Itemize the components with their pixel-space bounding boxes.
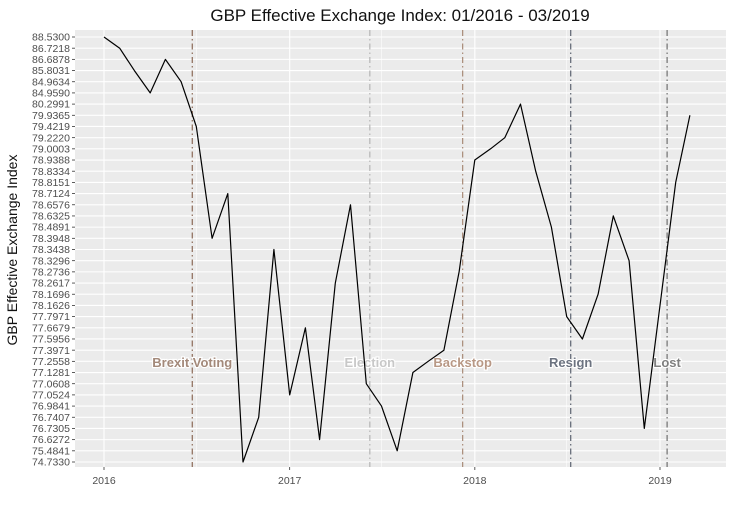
y-tick-label: 79.4219 xyxy=(32,121,70,133)
y-tick-label: 78.4891 xyxy=(32,222,70,234)
y-axis-ticks: 74.733075.484176.627276.730576.740776.98… xyxy=(32,32,75,469)
y-tick-label: 84.9590 xyxy=(32,88,70,100)
y-tick-label: 79.9365 xyxy=(32,110,70,122)
y-tick-label: 76.7305 xyxy=(32,423,70,435)
event-label: Resign xyxy=(549,355,592,370)
y-tick-label: 78.7124 xyxy=(32,188,70,200)
y-tick-label: 77.3971 xyxy=(32,345,70,357)
y-tick-label: 78.8334 xyxy=(32,166,70,178)
chart-title: GBP Effective Exchange Index: 01/2016 - … xyxy=(210,6,589,25)
y-tick-label: 84.9634 xyxy=(32,76,70,88)
x-tick-label: 2016 xyxy=(92,475,116,487)
y-tick-label: 78.8151 xyxy=(32,177,70,189)
y-tick-label: 79.2220 xyxy=(32,132,70,144)
y-tick-label: 77.6679 xyxy=(32,322,70,334)
y-tick-label: 78.3296 xyxy=(32,255,70,267)
y-tick-label: 76.9841 xyxy=(32,401,70,413)
y-tick-label: 78.9388 xyxy=(32,155,70,167)
y-tick-label: 80.2991 xyxy=(32,99,70,111)
x-tick-label: 2019 xyxy=(648,475,672,487)
y-tick-label: 75.4841 xyxy=(32,445,70,457)
event-label: Lost xyxy=(653,355,681,370)
y-tick-label: 77.2558 xyxy=(32,356,70,368)
event-label: Brexit Voting xyxy=(152,355,232,370)
y-axis-label: GBP Effective Exchange Index xyxy=(4,155,20,346)
y-tick-label: 76.7407 xyxy=(32,412,70,424)
event-label: Election xyxy=(345,355,396,370)
plot-panel xyxy=(75,30,726,467)
y-tick-label: 86.6878 xyxy=(32,54,70,66)
y-tick-label: 77.7971 xyxy=(32,311,70,323)
y-tick-label: 78.2736 xyxy=(32,266,70,278)
y-tick-label: 78.1696 xyxy=(32,289,70,301)
y-tick-label: 78.3948 xyxy=(32,233,70,245)
event-markers: Brexit Voting Election Backstop Resign Lost xyxy=(151,30,683,467)
y-tick-label: 74.7330 xyxy=(32,457,70,469)
data-series xyxy=(103,36,691,463)
y-tick-label: 77.0608 xyxy=(32,378,70,390)
y-tick-label: 77.1281 xyxy=(32,367,70,379)
grid xyxy=(75,30,726,467)
x-axis-ticks: 2016 2017 2018 2019 xyxy=(92,467,672,487)
y-tick-label: 78.3438 xyxy=(32,244,70,256)
event-label: Backstop xyxy=(433,355,492,370)
series-line xyxy=(103,36,691,463)
y-tick-label: 78.2617 xyxy=(32,278,70,290)
y-tick-label: 85.8031 xyxy=(32,65,70,77)
y-tick-label: 77.0524 xyxy=(32,389,70,401)
y-tick-label: 78.1626 xyxy=(32,300,70,312)
y-tick-label: 78.6576 xyxy=(32,199,70,211)
y-tick-label: 79.0003 xyxy=(32,143,70,155)
x-tick-label: 2017 xyxy=(278,475,302,487)
y-tick-label: 76.6272 xyxy=(32,434,70,446)
y-tick-label: 86.7218 xyxy=(32,43,70,55)
y-tick-label: 77.5956 xyxy=(32,334,70,346)
x-tick-label: 2018 xyxy=(463,475,487,487)
y-tick-label: 88.5300 xyxy=(32,32,70,44)
y-tick-label: 78.6325 xyxy=(32,211,70,223)
